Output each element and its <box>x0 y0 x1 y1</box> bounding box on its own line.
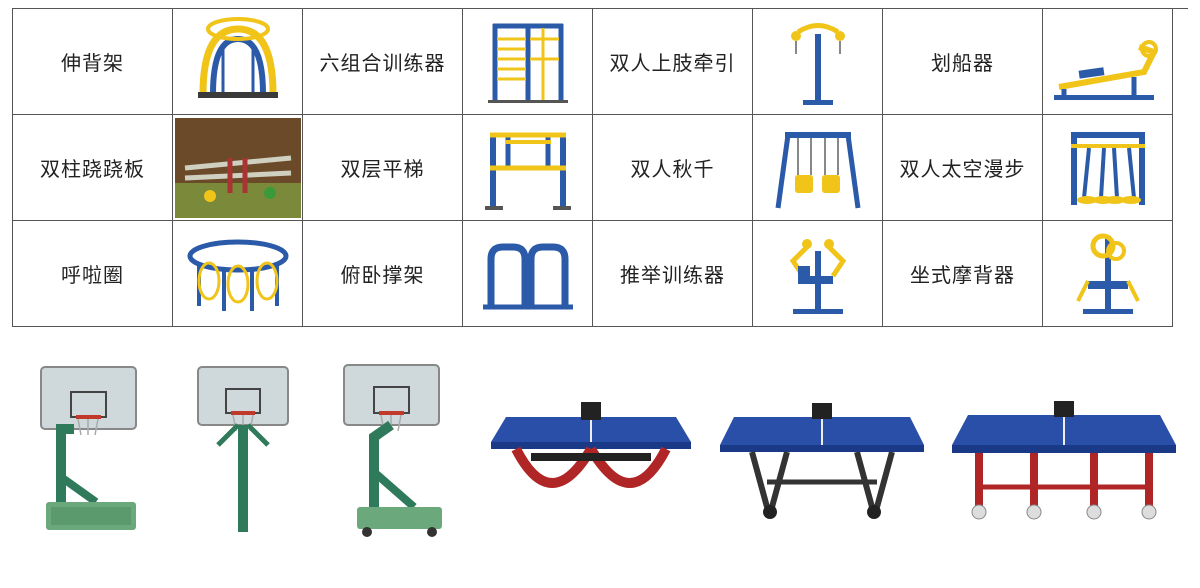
label-3: 划船器 <box>927 43 998 80</box>
cell-10-img <box>753 221 883 327</box>
pushup-bar-icon <box>473 229 583 319</box>
cell-6-img <box>753 115 883 221</box>
seesaw-icon <box>175 118 301 218</box>
cell-5-label: 双层平梯 <box>303 115 463 221</box>
cell-1-img <box>463 9 593 115</box>
cell-3-label: 划船器 <box>883 9 1043 115</box>
cell-4-label: 双柱跷跷板 <box>13 115 173 221</box>
cell-3-img <box>1043 9 1173 115</box>
label-6: 双人秋千 <box>627 149 719 186</box>
cell-0-label: 伸背架 <box>13 9 173 115</box>
label-1: 六组合训练器 <box>316 43 450 80</box>
double-ladder-icon <box>473 120 583 215</box>
cell-2-img <box>753 9 883 115</box>
label-4: 双柱跷跷板 <box>36 149 149 186</box>
cell-0-img <box>173 9 303 115</box>
cell-4-img <box>173 115 303 221</box>
cell-8-label: 呼啦圈 <box>13 221 173 327</box>
bottom-row <box>12 357 1188 537</box>
label-2: 双人上肢牵引 <box>606 43 740 80</box>
label-0: 伸背架 <box>57 43 128 80</box>
pingpong-arch-icon <box>481 387 701 537</box>
cell-1-label: 六组合训练器 <box>303 9 463 115</box>
cell-9-label: 俯卧撑架 <box>303 221 463 327</box>
cell-7-img <box>1043 115 1173 221</box>
label-9: 俯卧撑架 <box>337 255 429 292</box>
cell-10-label: 推举训练器 <box>593 221 753 327</box>
label-10: 推举训练器 <box>616 255 729 292</box>
push-trainer-icon <box>763 226 873 321</box>
basketball-hoop-inground-icon <box>178 357 308 537</box>
label-5: 双层平梯 <box>337 149 429 186</box>
hula-hoop-icon <box>179 226 297 321</box>
pingpong-standard-icon <box>944 387 1184 537</box>
combo-trainer-icon <box>473 14 583 109</box>
cell-6-label: 双人秋千 <box>593 115 753 221</box>
equipment-grid: 伸背架 六组合训练器 双人上肢牵引 <box>12 8 1188 327</box>
back-massager-icon <box>1058 226 1158 321</box>
back-stretcher-icon <box>183 14 293 109</box>
cell-5-img <box>463 115 593 221</box>
rowing-icon <box>1049 17 1167 107</box>
cell-9-img <box>463 221 593 327</box>
cell-11-label: 坐式摩背器 <box>883 221 1043 327</box>
space-walker-icon <box>1049 120 1167 215</box>
basketball-hoop-base-icon <box>16 357 166 537</box>
cell-7-label: 双人太空漫步 <box>883 115 1043 221</box>
label-11: 坐式摩背器 <box>906 255 1019 292</box>
cell-2-label: 双人上肢牵引 <box>593 9 753 115</box>
cell-8-img <box>173 221 303 327</box>
arm-pull-icon <box>778 14 858 109</box>
basketball-hoop-movable-icon <box>319 357 469 537</box>
pingpong-fold-icon <box>712 387 932 537</box>
swing-icon <box>763 120 873 215</box>
cell-11-img <box>1043 221 1173 327</box>
label-8: 呼啦圈 <box>57 255 128 292</box>
label-7: 双人太空漫步 <box>896 149 1030 186</box>
